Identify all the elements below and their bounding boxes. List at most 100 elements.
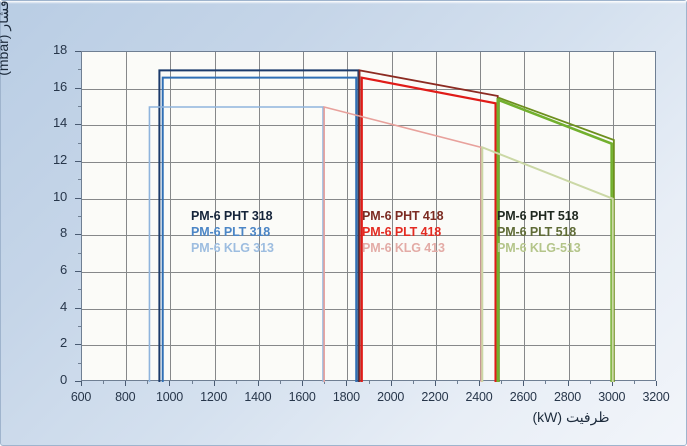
x-tick-label: 1200 (200, 390, 228, 404)
y-tick (75, 234, 81, 236)
x-tick (479, 381, 481, 386)
y-tick-label: 10 (52, 188, 67, 204)
annotation-label: PM-6 PLT 318 (191, 225, 271, 239)
x-tick (611, 381, 613, 386)
x-tick (523, 381, 525, 386)
annotation-label: PM-6 PHT 318 (191, 209, 273, 223)
x-tick (434, 381, 436, 386)
y-tick (75, 161, 81, 162)
series-line (161, 76, 358, 382)
y-tick (75, 381, 81, 382)
x-gridline (391, 52, 393, 380)
x-tick-minor (191, 381, 193, 384)
x-tick (257, 381, 259, 386)
annotation-label: PM-6 KLG-513 (497, 241, 581, 255)
y-tick (75, 307, 81, 309)
x-tick (125, 381, 127, 386)
x-tick-label: 1600 (288, 390, 316, 404)
y-tick-minor (78, 179, 81, 181)
x-tick-minor (103, 381, 105, 384)
x-tick-label: 1400 (244, 390, 272, 404)
x-tick (656, 381, 657, 386)
y-tick-label: 18 (52, 42, 67, 57)
y-tick-label: 16 (52, 78, 67, 94)
plot-area: PM-6 PHT 318 PM-6 PLT 318 PM-6 KLG 313 PM-6… (81, 51, 656, 382)
y-tick (75, 51, 81, 52)
x-gridline (435, 52, 437, 380)
y-tick-label: 0 (59, 372, 67, 387)
y-tick-minor (78, 106, 81, 107)
x-axis-title: ظرفیت (kW) (532, 409, 610, 425)
y-gridline (82, 198, 655, 200)
annotation-label: PM-6 PHT 518 (497, 209, 579, 223)
y-axis-title-text: افت فشار (mbar) (0, 0, 11, 76)
x-tick (213, 381, 215, 386)
x-tick-minor (633, 381, 635, 384)
y-gridline (82, 88, 655, 90)
y-tick-label: 14 (52, 115, 67, 131)
y-gridline (82, 272, 655, 273)
series-layer (148, 69, 615, 382)
x-tick-minor (501, 381, 503, 384)
x-tick-label: 2800 (554, 390, 582, 404)
x-tick-minor (456, 381, 458, 384)
annotation-label: PM-6 PLT 418 (362, 225, 442, 239)
annotation-label: PM-6 PLT 518 (497, 225, 577, 239)
x-tick (302, 381, 304, 386)
x-tick-minor (589, 381, 591, 384)
y-tick-label: 6 (59, 262, 67, 277)
x-tick-label: 2000 (377, 390, 405, 404)
x-tick-label: 3000 (598, 390, 626, 404)
y-gridline (82, 125, 655, 127)
x-gridline (568, 52, 570, 380)
x-tick-label: 800 (115, 390, 136, 404)
annotation-label: PM-6 KLG 413 (362, 241, 445, 255)
x-tick (390, 381, 392, 386)
x-tick-minor (324, 381, 326, 384)
x-tick-label: 600 (70, 390, 92, 404)
annotation-label: PM-6 KLG 313 (191, 241, 274, 255)
y-gridline (82, 235, 655, 237)
x-tick (81, 381, 82, 386)
x-gridline (347, 52, 349, 380)
x-tick-minor (235, 381, 237, 384)
series-line (360, 76, 497, 382)
annotation-group-group-518: PM-6 PHT 518 PM-6 PLT 518 PM-6 KLG-513 (497, 208, 581, 256)
x-tick (567, 381, 569, 386)
x-tick-minor (545, 381, 547, 384)
annotation-group-group-418: PM-6 PHT 418 PM-6 PLT 418 PM-6 KLG 413 (362, 208, 445, 256)
x-gridline (126, 52, 128, 380)
y-tick-minor (78, 216, 81, 217)
annotation-label: PM-6 PHT 418 (362, 209, 444, 223)
x-tick-minor (412, 381, 414, 384)
y-tick-minor (78, 289, 81, 291)
y-tick (75, 271, 81, 272)
x-tick (346, 381, 348, 386)
series-line (323, 105, 482, 382)
y-tick (75, 197, 81, 199)
x-gridline (170, 52, 172, 380)
x-tick (169, 381, 171, 386)
x-gridline (258, 52, 260, 380)
x-tick-label: 1000 (155, 390, 183, 404)
y-tick-label: 8 (59, 225, 67, 241)
y-gridline (82, 308, 655, 310)
y-gridline (82, 345, 655, 347)
y-gridline (82, 162, 655, 163)
y-tick-label: 4 (59, 298, 67, 314)
series-line (496, 97, 613, 382)
x-tick-label: 2400 (465, 390, 493, 404)
y-tick-minor (78, 142, 81, 144)
y-tick-minor (78, 252, 81, 254)
series-line (148, 106, 324, 382)
x-tick-label: 1800 (332, 390, 360, 404)
y-tick-minor (78, 326, 81, 327)
y-tick-label: 2 (59, 335, 67, 351)
series-line (158, 69, 360, 382)
x-gridline (214, 52, 216, 380)
x-tick-label: 2600 (509, 390, 537, 404)
y-tick-minor (78, 69, 81, 71)
y-tick (75, 87, 81, 89)
x-gridline (524, 52, 526, 380)
